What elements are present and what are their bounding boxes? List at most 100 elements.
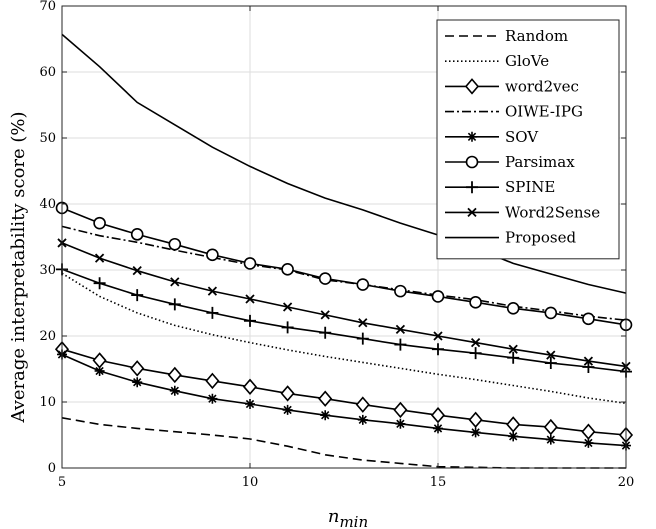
data-point (131, 289, 144, 302)
series-line (61, 417, 626, 469)
data-point (318, 390, 333, 407)
data-point (546, 350, 556, 360)
y-tick-label: 10 (39, 395, 56, 410)
x-axis-label: nmin (328, 506, 368, 529)
data-point (430, 406, 446, 424)
data-point (93, 277, 106, 290)
legend-label: OIWE-IPG (505, 103, 583, 121)
data-point (432, 343, 444, 356)
data-point (544, 306, 558, 320)
series-parsimax (55, 201, 633, 332)
data-point (280, 385, 295, 402)
data-point (281, 263, 294, 276)
data-point (357, 414, 368, 425)
legend-entry: SPINE (445, 178, 555, 196)
data-point (394, 338, 407, 351)
legend-label: SPINE (505, 178, 555, 196)
series-line (61, 242, 627, 368)
data-point (394, 284, 407, 298)
legend-entry: word2vec (445, 77, 579, 95)
data-point (508, 431, 519, 442)
data-point (431, 290, 445, 303)
data-point (242, 378, 258, 396)
data-point (581, 423, 596, 440)
legend-marker (464, 78, 480, 95)
series-line (61, 353, 627, 447)
y-tick-label: 30 (39, 263, 56, 278)
data-point (583, 356, 594, 366)
legend-box (436, 19, 620, 260)
x-tick-label: 15 (430, 475, 447, 490)
series-line (61, 207, 627, 326)
data-point (395, 418, 406, 429)
series-random (61, 417, 626, 469)
data-point (320, 310, 330, 320)
data-point (358, 318, 368, 328)
series-layer (54, 33, 634, 469)
series-line (61, 33, 627, 294)
legend-label: Proposed (505, 229, 577, 247)
data-point (169, 385, 180, 396)
data-point (130, 228, 144, 241)
legend-entry: SOV (445, 128, 539, 146)
data-point (207, 393, 218, 404)
legend-label: Random (505, 27, 568, 45)
data-point (93, 216, 106, 230)
legend-entry: Random (445, 27, 568, 45)
data-point (132, 377, 143, 388)
data-point (468, 411, 483, 429)
data-point (244, 314, 256, 327)
data-point (206, 248, 219, 262)
series-oiwe-ipg (61, 225, 627, 321)
plot-area-border (61, 5, 627, 469)
data-point (245, 398, 255, 409)
data-point (582, 361, 595, 374)
data-point (583, 437, 594, 448)
legend-entry: Proposed (445, 229, 577, 247)
legend-entry: GloVe (445, 52, 549, 70)
data-point (168, 298, 181, 311)
legend-label: Parsimax (505, 153, 575, 171)
data-point (506, 301, 520, 315)
data-point (94, 253, 105, 263)
legend-entry: Word2Sense (445, 203, 600, 221)
data-point (356, 332, 369, 345)
data-point (170, 277, 180, 287)
y-axis-label: Average interpretability score (%) (8, 111, 29, 423)
data-point (245, 294, 255, 304)
data-point (393, 401, 408, 419)
y-tick-label: 40 (39, 197, 56, 212)
data-point (281, 321, 294, 334)
data-point (282, 404, 293, 415)
data-point (470, 337, 481, 348)
y-tick-label: 50 (39, 131, 56, 146)
data-point (168, 237, 182, 251)
y-tick-label: 60 (39, 65, 56, 80)
axes-frame (61, 5, 627, 469)
data-point (318, 272, 332, 285)
data-point (243, 257, 257, 270)
data-point (433, 423, 443, 434)
data-point (92, 352, 107, 369)
data-point (205, 372, 220, 390)
x-tick-label: 10 (242, 475, 259, 490)
data-point (355, 396, 370, 413)
legend-marker (465, 155, 479, 169)
data-point (508, 344, 518, 354)
data-point (282, 302, 293, 312)
x-axis-label-main: n (328, 506, 340, 527)
legend-entry: OIWE-IPG (445, 103, 583, 121)
data-point (320, 410, 331, 421)
series-line (61, 272, 627, 405)
data-point (507, 351, 520, 364)
data-point (206, 306, 219, 319)
legend-marker (467, 131, 477, 142)
legend-label: word2vec (505, 77, 579, 95)
data-point (545, 434, 556, 445)
data-point (395, 324, 406, 335)
tick-labels: 5 10 15 20 0 10 20 30 40 50 60 70 (39, 0, 634, 490)
data-point (470, 427, 481, 438)
legend-marker (467, 207, 477, 218)
series-line (61, 348, 627, 436)
series-sov (57, 349, 631, 451)
